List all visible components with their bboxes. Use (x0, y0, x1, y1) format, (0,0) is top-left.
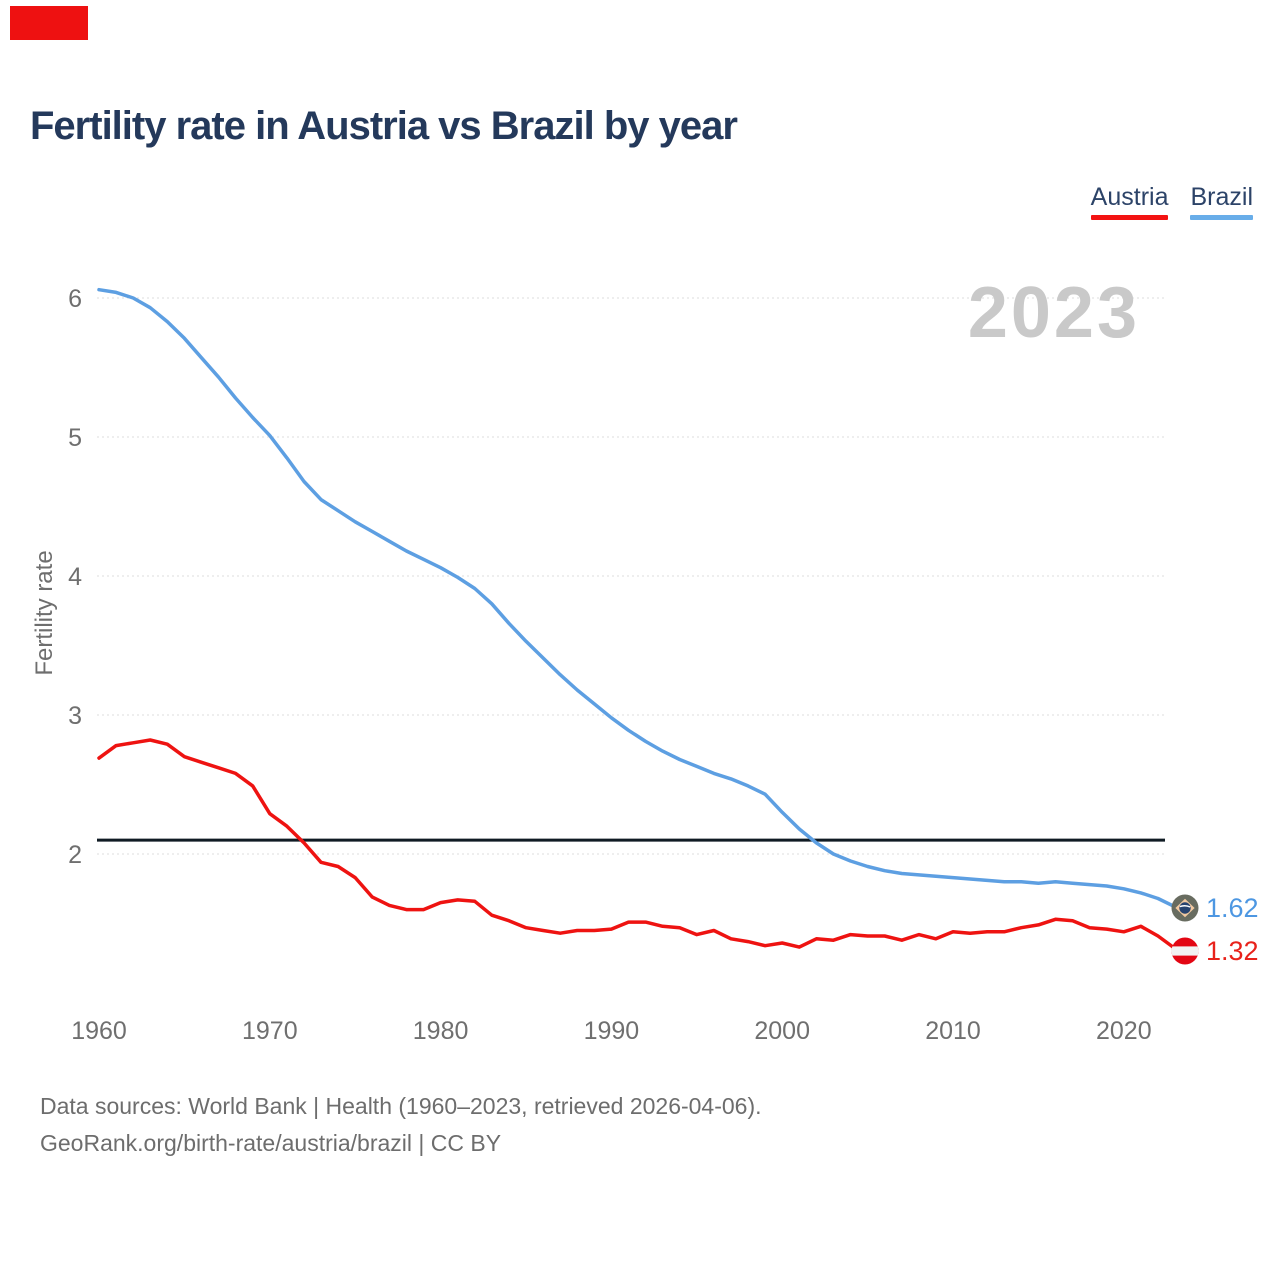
y-axis-title: Fertility rate (31, 550, 58, 676)
x-tick-label: 2010 (925, 1017, 981, 1045)
footer-url-line: GeoRank.org/birth-rate/austria/brazil | … (40, 1130, 502, 1156)
series-line-brazil[interactable] (97, 287, 1177, 909)
footer-sources-line: Data sources: World Bank | Health (1960–… (40, 1093, 762, 1119)
legend-underline-austria (1090, 215, 1169, 220)
y-tick-label: 3 (68, 702, 82, 730)
x-tick-label: 1970 (242, 1017, 298, 1045)
x-tick-label: 2000 (754, 1017, 810, 1045)
y-tick-label: 2 (68, 841, 82, 869)
corner-brand-mark (10, 6, 88, 40)
brazil-end-marker: 1.62 (1171, 894, 1259, 922)
legend-label-austria: Austria (1090, 183, 1169, 211)
austria-end-value: 1.32 (1206, 936, 1259, 966)
austria-end-marker: 1.32 (1171, 937, 1259, 965)
footer-credits: Data sources: World Bank | Health (1960–… (40, 1088, 762, 1162)
austria-flag-icon (1171, 937, 1199, 965)
y-tick-label: 6 (68, 285, 82, 313)
chart-legend: Austria Brazil (1090, 183, 1253, 220)
y-tick-label: 4 (68, 563, 82, 591)
legend-underline-brazil (1190, 215, 1253, 220)
page-title: Fertility rate in Austria vs Brazil by y… (30, 104, 738, 148)
brazil-flag-icon (1171, 894, 1199, 922)
legend-item-austria[interactable]: Austria (1090, 183, 1169, 220)
x-tick-label: 1980 (413, 1017, 469, 1045)
legend-label-brazil: Brazil (1190, 183, 1253, 211)
x-tick-label: 1990 (584, 1017, 640, 1045)
brazil-end-value: 1.62 (1206, 893, 1259, 923)
x-tick-label: 1960 (71, 1017, 127, 1045)
x-tick-label: 2020 (1096, 1017, 1152, 1045)
y-tick-label: 5 (68, 424, 82, 452)
series-line-austria[interactable] (97, 738, 1177, 951)
current-year-watermark: 2023 (967, 273, 1140, 353)
legend-item-brazil[interactable]: Brazil (1190, 183, 1253, 220)
